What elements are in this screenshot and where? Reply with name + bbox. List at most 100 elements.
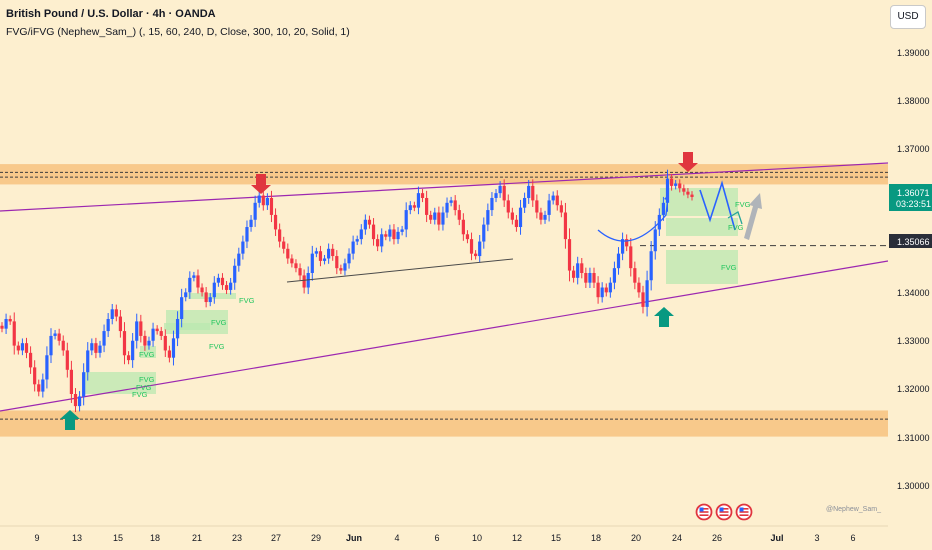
candle[interactable]	[404, 210, 408, 230]
candle[interactable]	[253, 202, 257, 220]
candle[interactable]	[453, 200, 457, 211]
candle[interactable]	[576, 263, 580, 278]
candle[interactable]	[563, 212, 568, 240]
candle[interactable]	[416, 193, 421, 208]
candle[interactable]	[388, 229, 392, 237]
candle[interactable]	[212, 282, 216, 298]
candle[interactable]	[669, 178, 674, 186]
candle[interactable]	[200, 287, 204, 293]
candle[interactable]	[106, 318, 110, 332]
candle[interactable]	[20, 343, 25, 351]
candle[interactable]	[196, 275, 200, 288]
candle[interactable]	[645, 280, 649, 307]
candle[interactable]	[184, 292, 188, 298]
candle[interactable]	[600, 287, 604, 298]
candle[interactable]	[65, 350, 69, 370]
candle[interactable]	[461, 219, 465, 235]
candle[interactable]	[188, 277, 192, 293]
candle[interactable]	[661, 202, 666, 215]
candle[interactable]	[298, 268, 302, 276]
candle[interactable]	[604, 287, 608, 293]
candle[interactable]	[547, 200, 551, 215]
candle[interactable]	[61, 340, 65, 351]
candle[interactable]	[90, 343, 94, 351]
candle[interactable]	[490, 197, 494, 211]
candle[interactable]	[641, 292, 645, 307]
candle[interactable]	[400, 229, 404, 232]
candle[interactable]	[163, 335, 167, 351]
candle[interactable]	[33, 367, 37, 385]
candle[interactable]	[539, 212, 543, 220]
candle[interactable]	[567, 239, 572, 271]
candle[interactable]	[269, 197, 274, 215]
candle[interactable]	[216, 277, 220, 283]
candle[interactable]	[343, 263, 347, 271]
candle[interactable]	[449, 200, 453, 203]
candle[interactable]	[126, 355, 131, 361]
candle[interactable]	[192, 275, 196, 278]
candle[interactable]	[531, 185, 535, 201]
candle[interactable]	[396, 231, 400, 240]
candle[interactable]	[318, 251, 323, 261]
candle[interactable]	[41, 379, 45, 392]
projection-zigzag[interactable]	[699, 180, 736, 231]
candle[interactable]	[420, 193, 425, 198]
candle[interactable]	[167, 350, 171, 358]
candle[interactable]	[302, 275, 306, 288]
price-scale[interactable]	[888, 0, 932, 550]
candle[interactable]	[204, 292, 208, 303]
candle[interactable]	[151, 328, 155, 341]
candle[interactable]	[220, 277, 225, 286]
candle[interactable]	[73, 394, 78, 407]
candle[interactable]	[498, 185, 502, 194]
lower-trendline[interactable]	[0, 260, 889, 412]
candle[interactable]	[551, 195, 555, 201]
candle[interactable]	[102, 331, 106, 346]
candle[interactable]	[175, 318, 180, 339]
currency-button[interactable]: USD	[890, 5, 926, 29]
candle[interactable]	[392, 229, 396, 240]
candle[interactable]	[286, 248, 290, 259]
candle[interactable]	[384, 234, 388, 237]
candle[interactable]	[86, 350, 90, 373]
candle[interactable]	[367, 219, 372, 225]
candle[interactable]	[608, 282, 612, 293]
sr-zone[interactable]	[0, 410, 888, 437]
candle[interactable]	[45, 355, 49, 380]
candle[interactable]	[155, 328, 159, 332]
candle[interactable]	[208, 297, 212, 303]
indicator-legend[interactable]: FVG/iFVG (Nephew_Sam_) (, 15, 60, 240, D…	[6, 26, 350, 38]
candle[interactable]	[482, 224, 486, 242]
sr-zone[interactable]	[0, 164, 888, 185]
candle[interactable]	[8, 318, 12, 322]
projection-curve[interactable]	[597, 195, 669, 242]
candle[interactable]	[506, 200, 510, 213]
candle[interactable]	[580, 263, 584, 273]
candle[interactable]	[4, 318, 8, 329]
candle[interactable]	[612, 268, 617, 283]
candle[interactable]	[518, 207, 523, 228]
candle[interactable]	[37, 384, 41, 392]
candle[interactable]	[478, 241, 482, 257]
candle[interactable]	[171, 338, 176, 358]
candle[interactable]	[53, 333, 57, 336]
candle[interactable]	[412, 205, 416, 208]
candle[interactable]	[425, 197, 429, 215]
candle[interactable]	[49, 335, 53, 356]
candle[interactable]	[335, 256, 339, 269]
candle[interactable]	[620, 239, 625, 254]
candle[interactable]	[363, 219, 367, 230]
candle[interactable]	[12, 321, 16, 346]
candle[interactable]	[596, 282, 600, 298]
candle[interactable]	[633, 268, 637, 283]
candle[interactable]	[592, 273, 596, 283]
candle[interactable]	[486, 210, 490, 225]
candle[interactable]	[686, 191, 690, 195]
candle[interactable]	[465, 234, 470, 240]
candle[interactable]	[559, 205, 563, 213]
candle[interactable]	[257, 195, 261, 203]
candle[interactable]	[629, 246, 633, 269]
candle[interactable]	[514, 219, 519, 228]
candle[interactable]	[371, 224, 376, 240]
candle[interactable]	[82, 372, 86, 397]
